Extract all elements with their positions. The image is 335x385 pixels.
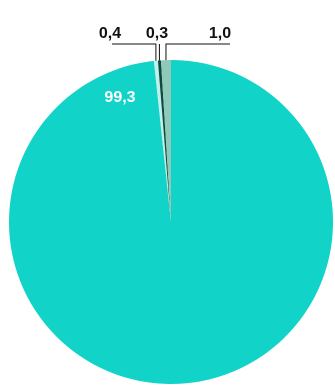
leader-line-3 xyxy=(165,43,230,61)
pie-labels: 99,3 0,4 0,3 1,0 xyxy=(99,25,231,106)
leader-line-1 xyxy=(112,43,157,61)
pie-slice-0 xyxy=(8,60,333,384)
data-label-2: 0,3 xyxy=(146,25,168,42)
pie-leader-lines xyxy=(112,43,230,61)
pie-slice-1 xyxy=(153,60,171,223)
data-label-3: 1,0 xyxy=(209,25,231,42)
data-label-1: 0,4 xyxy=(99,25,121,42)
pie-slices xyxy=(8,60,333,384)
pie-slice-2 xyxy=(157,60,171,223)
pie-slice-3 xyxy=(160,60,171,222)
data-label-0: 99,3 xyxy=(104,89,135,106)
